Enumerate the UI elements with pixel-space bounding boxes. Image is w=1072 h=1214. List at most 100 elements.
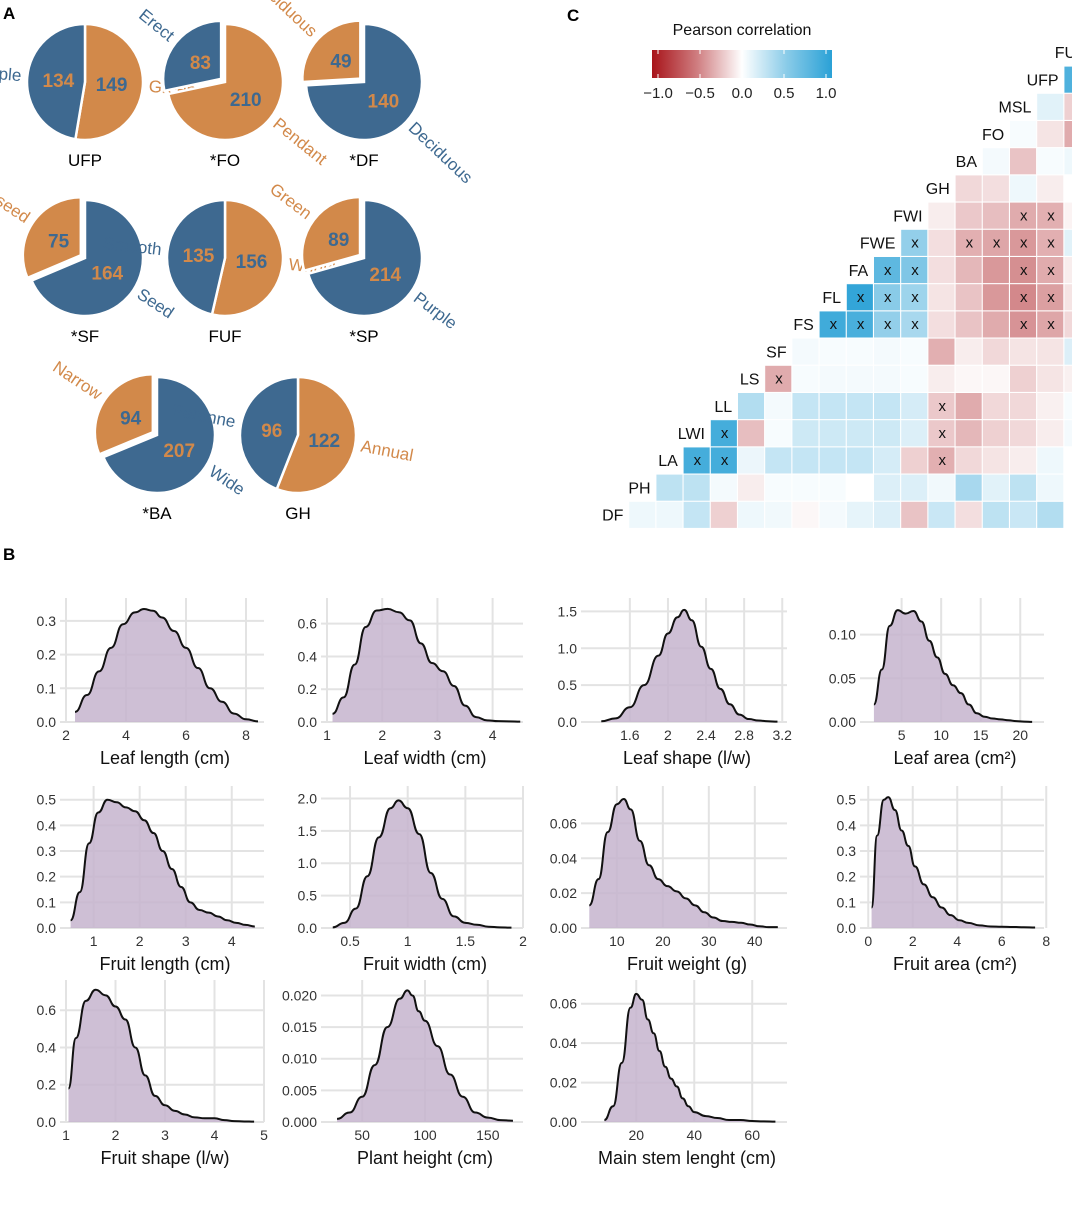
y-tick-label: 1.5 <box>558 603 578 619</box>
y-tick-label: 0.010 <box>282 1051 317 1067</box>
heatmap-cell <box>1036 147 1064 175</box>
heatmap-cell <box>954 174 983 203</box>
y-tick-label: 0.00 <box>550 920 577 936</box>
heatmap-cell <box>846 501 874 529</box>
x-tick-label: 2 <box>909 933 917 949</box>
heatmap-cell <box>846 365 874 393</box>
y-tick-label: 0.2 <box>37 869 57 885</box>
x-axis-title: Fruit width (cm) <box>363 954 487 974</box>
x-tick-label: 3 <box>434 727 442 743</box>
x-axis-title: Leaf width (cm) <box>363 748 486 768</box>
heatmap-cell <box>982 174 1010 203</box>
heatmap-cell <box>1063 310 1072 339</box>
significance-mark: x <box>694 452 702 469</box>
pie-value-label: 75 <box>48 232 70 253</box>
heatmap-cell <box>873 310 901 339</box>
pie-title: UFP <box>68 151 102 170</box>
density-plot-fruit-shape-l-w: 1 2 3 4 5 0.0 0.2 0.4 0.6 Fruit shape (l/w) <box>37 980 268 1168</box>
heatmap-cell <box>1063 256 1072 284</box>
variable-label-ll: LL <box>714 399 732 416</box>
x-axis-title: Fruit length (cm) <box>99 954 230 974</box>
pie-slice-no-seed <box>21 195 83 280</box>
variable-label-lwi: LWI <box>678 426 705 443</box>
y-tick-label: 0.04 <box>550 1035 577 1051</box>
significance-mark: x <box>857 316 865 333</box>
heatmap-cell <box>873 446 901 475</box>
y-tick-label: 1.0 <box>558 640 578 656</box>
y-tick-label: 0.0 <box>37 920 57 936</box>
y-tick-label: 0.0 <box>37 1114 57 1130</box>
panel-a-pie-charts: 149Green134PurpleUFP210Pendant83Erect*FO… <box>0 0 476 523</box>
y-tick-label: 0.005 <box>282 1082 317 1098</box>
variable-label-fs: FS <box>793 317 813 334</box>
heatmap-cell <box>873 256 901 284</box>
heatmap-cell <box>982 229 1010 257</box>
heatmap-cell <box>846 310 874 339</box>
heatmap-cell <box>982 365 1010 393</box>
heatmap-cell <box>927 337 956 366</box>
variable-label-ba: BA <box>956 154 978 171</box>
heatmap-cell <box>846 446 874 475</box>
heatmap-cell <box>982 419 1010 447</box>
heatmap-cell <box>900 419 928 447</box>
y-tick-label: 0.1 <box>837 894 857 910</box>
heatmap-cell <box>1036 283 1064 311</box>
pie-category-label: Seed <box>134 285 178 323</box>
y-tick-label: 0.04 <box>550 850 577 866</box>
density-plot-fruit-area-cm: 0 2 4 6 8 0.0 0.1 0.2 0.3 0.4 0.5 Fruit area (cm²) <box>837 786 1050 974</box>
y-tick-label: 0.0 <box>37 714 57 730</box>
pie-category-label: Purple <box>410 288 461 333</box>
heatmap-cell <box>791 392 820 420</box>
density-area <box>332 800 512 928</box>
variable-label-fa: FA <box>849 263 869 280</box>
significance-mark: x <box>884 316 892 333</box>
heatmap-cell <box>682 446 711 475</box>
heatmap-cell <box>791 501 820 529</box>
variable-label-fuf: FUF <box>1055 45 1072 62</box>
significance-mark: x <box>911 316 919 333</box>
y-tick-label: 1.5 <box>298 823 318 839</box>
pie-title: *FO <box>210 151 240 170</box>
significance-mark: x <box>993 235 1001 252</box>
heatmap-cell <box>954 501 983 529</box>
heatmap-cell <box>900 256 928 284</box>
density-line <box>332 799 512 929</box>
panel-label-c: C <box>567 6 579 25</box>
significance-mark: x <box>721 452 729 469</box>
heatmap-cell <box>982 283 1010 311</box>
pie-value-label: 134 <box>43 71 75 92</box>
heatmap-cell <box>1036 446 1064 475</box>
heatmap-cell <box>927 365 956 393</box>
significance-mark: x <box>938 398 946 415</box>
pie-ba: 207 Wide 94 Narrow *BA <box>49 357 248 523</box>
heatmap-cell <box>1009 419 1037 447</box>
x-tick-label: 150 <box>476 1127 500 1143</box>
variable-label-msl: MSL <box>998 100 1031 117</box>
pie-ufp: 149Green134PurpleUFP <box>0 22 197 170</box>
pie-value-label: 156 <box>236 252 268 273</box>
x-tick-label: 6 <box>998 933 1006 949</box>
heatmap-cell <box>737 473 765 502</box>
pie-slice-pendant <box>166 22 285 142</box>
density-line <box>67 988 255 1123</box>
heatmap-cell <box>764 446 792 475</box>
pie-slice-no-deciduous <box>301 19 362 84</box>
x-axis-title: Plant height (cm) <box>357 1148 493 1168</box>
heatmap-cell <box>1036 202 1064 230</box>
heatmap-cell <box>1009 120 1037 148</box>
pie-value-label: 89 <box>328 230 349 251</box>
heatmap-cell <box>737 419 765 447</box>
significance-mark: x <box>857 289 865 306</box>
variable-label-fwe: FWE <box>860 236 896 253</box>
x-tick-label: 3 <box>182 933 190 949</box>
x-tick-label: 2 <box>519 933 527 949</box>
heatmap-cell <box>900 446 928 475</box>
legend-tick-label: 1.0 <box>816 85 837 102</box>
heatmap-cell <box>764 392 792 420</box>
y-tick-label: 0.05 <box>829 670 856 686</box>
pie-slice-wide <box>101 375 217 495</box>
significance-mark: x <box>721 425 729 442</box>
pie-value-label: 49 <box>330 51 351 72</box>
panel-label-b: B <box>3 545 15 564</box>
heatmap-cell <box>873 501 901 529</box>
